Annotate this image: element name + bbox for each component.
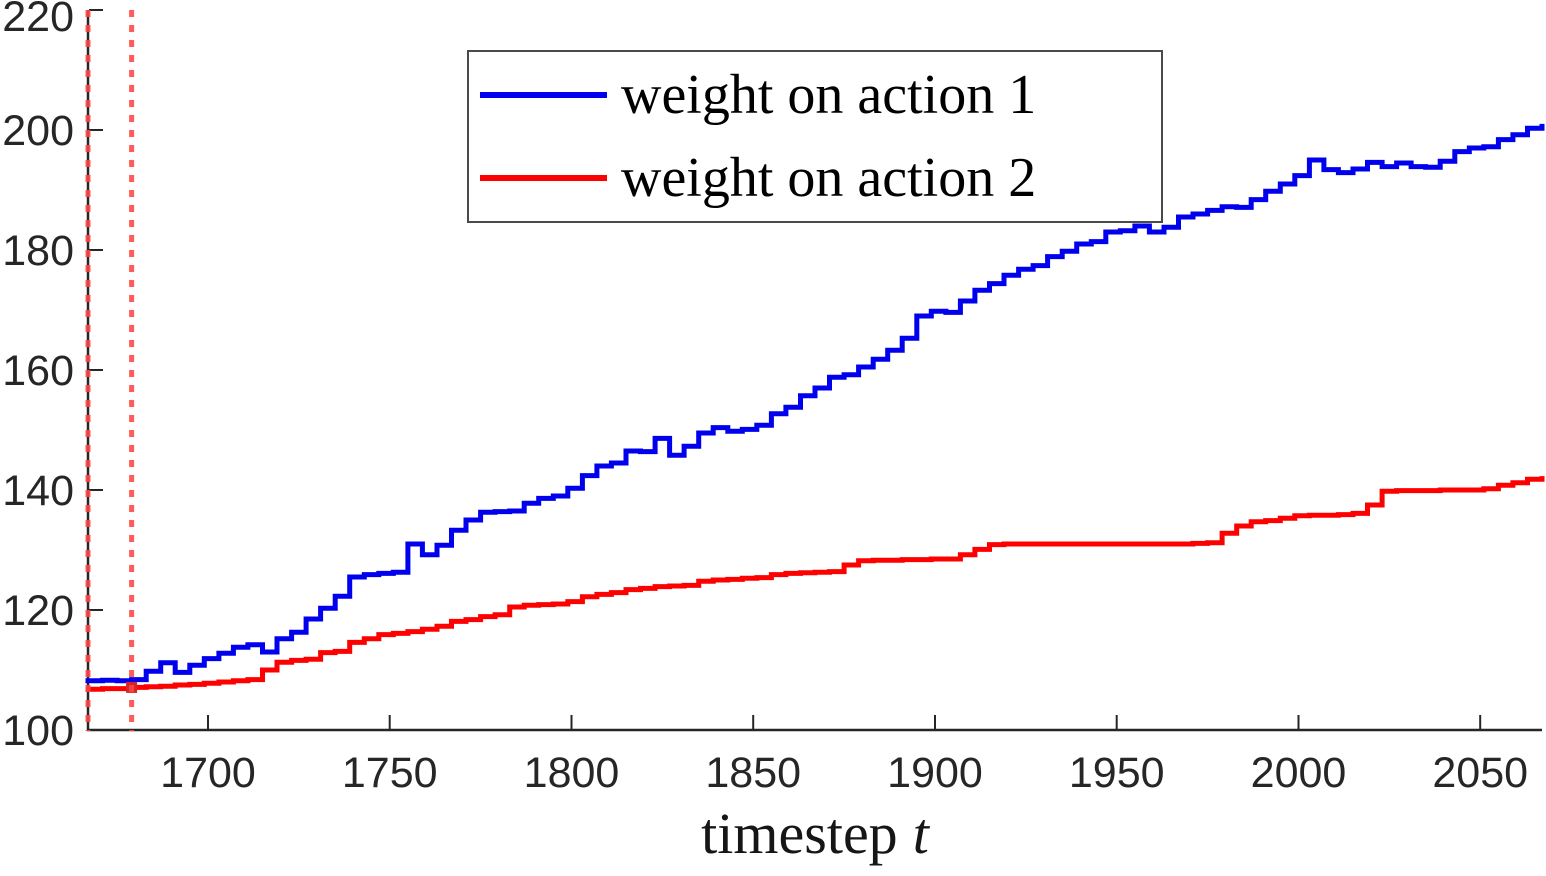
x-axis-label: timestep t [88,802,1542,866]
y-tick-label: 140 [2,467,74,515]
x-tick-label: 1750 [342,749,438,797]
x-tick-label: 1900 [887,749,983,797]
x-tick-label: 1800 [524,749,620,797]
series-line-action1 [85,123,1545,684]
series-line-action2 [85,476,1545,692]
y-tick-label: 180 [2,227,74,275]
legend-item-action2[interactable]: weight on action 2 [480,137,1161,219]
legend-item-action1[interactable]: weight on action 1 [480,54,1161,136]
x-tick-label: 1850 [705,749,801,797]
y-tick-label: 200 [2,107,74,155]
x-tick-label: 1950 [1069,749,1165,797]
x-tick-label: 1700 [160,749,256,797]
legend-label-action1: weight on action 1 [621,64,1037,127]
y-tick-label: 100 [2,707,74,755]
y-tick-label: 220 [2,0,74,41]
x-tick-label: 2050 [1432,749,1528,797]
x-axis-label-variable: t [912,801,929,866]
y-tick-label: 120 [2,587,74,635]
x-axis-label-text: timestep [701,801,898,866]
legend-line-swatch-blue [480,92,607,99]
legend[interactable]: weight on action 1 weight on action 2 [467,50,1163,223]
y-tick-label: 160 [2,347,74,395]
legend-line-swatch-red [480,174,607,181]
legend-label-action2: weight on action 2 [621,146,1037,209]
x-tick-label: 2000 [1251,749,1347,797]
